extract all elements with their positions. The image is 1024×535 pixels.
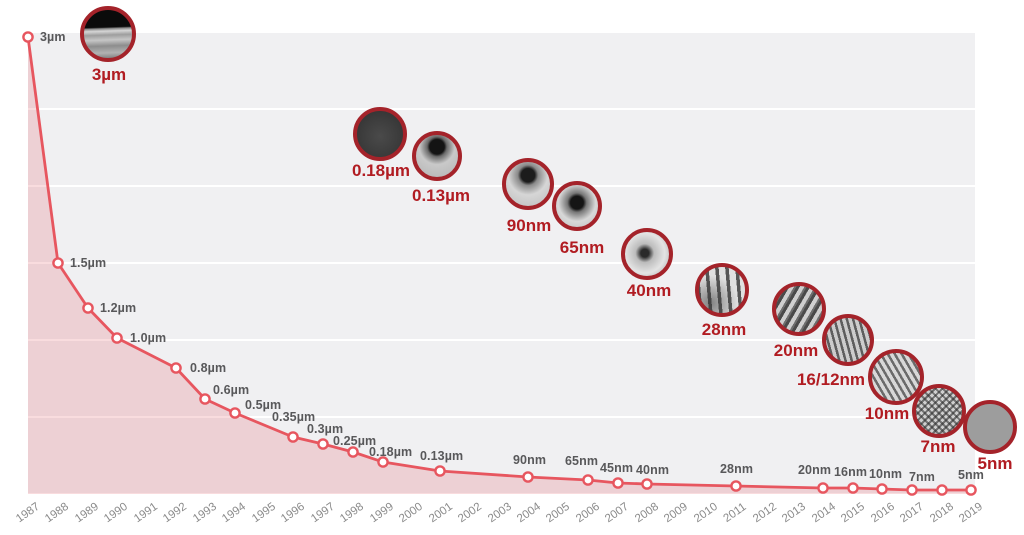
node-label-65nm: 65nm (565, 454, 599, 468)
node-label-0-18um: 0.18µm (369, 445, 413, 459)
micrograph-caption-0-18um: 0.18µm (352, 161, 410, 180)
micrograph-caption-0-13um: 0.13µm (412, 186, 470, 205)
node-label-20nm: 20nm (798, 463, 832, 477)
node-label-0-35um: 0.35µm (272, 410, 316, 424)
micrograph-caption-28nm: 28nm (701, 320, 747, 339)
node-label-28nm: 28nm (720, 462, 754, 476)
micrograph-caption-5nm: 5nm (977, 454, 1013, 473)
node-label-0-13um: 0.13µm (420, 449, 464, 463)
node-label-0-25um: 0.25µm (333, 434, 377, 448)
data-point-2019 (965, 484, 977, 496)
micrograph-caption-20nm: 20nm (773, 341, 819, 360)
node-label-7nm: 7nm (909, 470, 936, 484)
data-point-1997 (317, 438, 329, 450)
data-point-2008 (641, 478, 653, 490)
micrograph-caption-7nm: 7nm (920, 437, 956, 456)
micrograph-40nm-icon (621, 228, 673, 280)
node-label-0-3um: 0.3µm (307, 422, 344, 436)
data-point-2006 (582, 474, 594, 486)
node-label-0-5um: 0.5µm (245, 398, 282, 412)
node-label-16nm: 16nm (834, 465, 868, 479)
micrograph-0-18um-icon (353, 107, 407, 161)
micrograph-20nm-icon (772, 282, 826, 336)
micrograph-5nm-icon (963, 400, 1017, 454)
node-label-5nm: 5nm (958, 468, 985, 482)
data-point-2017 (906, 484, 918, 496)
micrograph-10nm-icon (868, 349, 924, 405)
node-label-1-5um: 1.5µm (70, 256, 107, 270)
node-label-1-2um: 1.2µm (100, 301, 137, 315)
node-label-0-8um: 0.8µm (190, 361, 227, 375)
micrograph-caption-65nm: 65nm (559, 238, 605, 257)
data-point-2001 (434, 465, 446, 477)
area-fill (28, 37, 971, 494)
micrograph-7nm-icon (912, 384, 966, 438)
data-point-1993 (199, 393, 211, 405)
data-point-2018 (936, 484, 948, 496)
data-point-2014 (817, 482, 829, 494)
node-label-40nm: 40nm (636, 463, 670, 477)
data-point-1989 (82, 302, 94, 314)
node-label-90nm: 90nm (513, 453, 547, 467)
plot-area (28, 33, 975, 494)
data-point-1999 (377, 456, 389, 468)
micrograph-65nm-icon (552, 181, 602, 231)
data-point-1996 (287, 431, 299, 443)
micrograph-caption-16-12nm: 16/12nm (796, 370, 866, 389)
micrograph-caption-3um: 3µm (91, 65, 127, 84)
data-point-1990 (111, 332, 123, 344)
micrograph-16-12nm-icon (822, 314, 874, 366)
data-point-2016 (876, 483, 888, 495)
node-label-0-6um: 0.6µm (213, 383, 250, 397)
data-point-2011 (730, 480, 742, 492)
node-label-1-0um: 1.0µm (130, 331, 167, 345)
micrograph-caption-10nm: 10nm (864, 404, 910, 423)
micrograph-0-13um-icon (412, 131, 462, 181)
data-point-1998 (347, 446, 359, 458)
micrograph-caption-40nm: 40nm (626, 281, 672, 300)
micrograph-caption-90nm: 90nm (506, 216, 552, 235)
data-point-1992 (170, 362, 182, 374)
node-label-3um: 3µm (40, 30, 66, 44)
micrograph-90nm-icon (502, 158, 554, 210)
micrograph-3um-icon (80, 6, 136, 62)
data-point-2007 (612, 477, 624, 489)
node-label-45nm: 45nm (600, 461, 634, 475)
data-point-1988 (52, 257, 64, 269)
data-point-2004 (522, 471, 534, 483)
data-point-2015 (847, 482, 859, 494)
data-point-1987 (22, 31, 34, 43)
micrograph-28nm-icon (695, 263, 749, 317)
data-point-1994 (229, 407, 241, 419)
node-label-10nm: 10nm (869, 467, 903, 481)
